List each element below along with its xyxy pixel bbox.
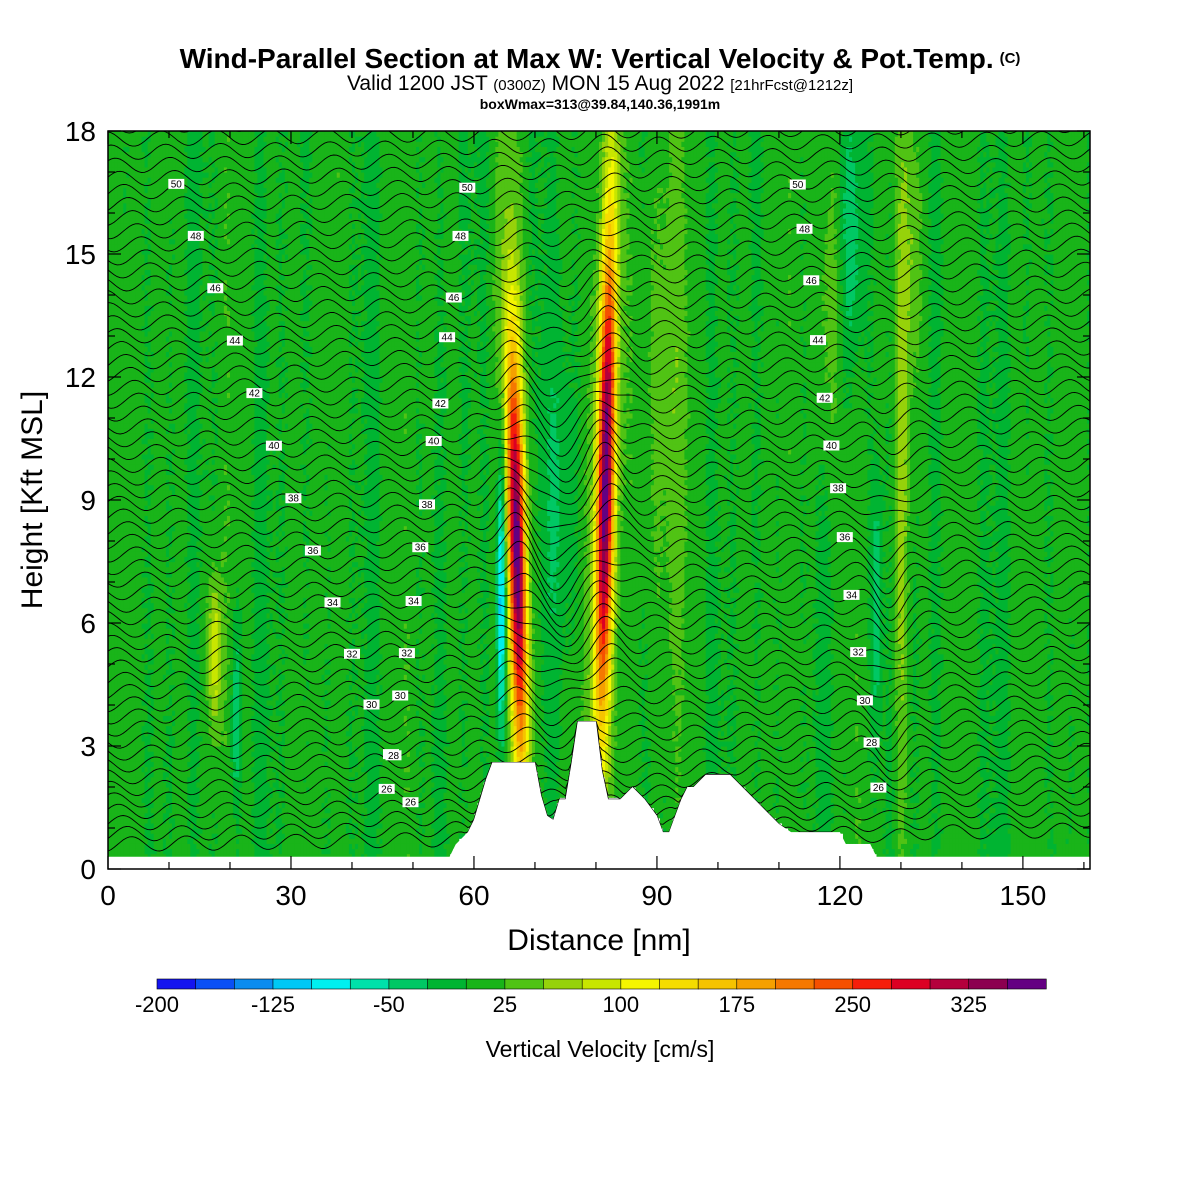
- section-chart: 2626262828283030303232323434343636363838…: [0, 0, 1200, 1200]
